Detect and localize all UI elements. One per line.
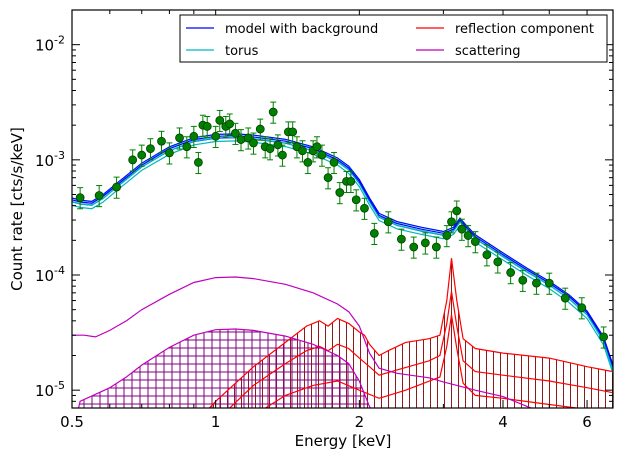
data-point (431, 236, 441, 259)
data-point (189, 125, 199, 148)
data-point (255, 118, 265, 141)
data-point (193, 151, 203, 175)
torus-lower-line (72, 140, 613, 374)
legend: model with background torus reflection com… (179, 14, 608, 63)
data-point (470, 231, 480, 254)
data-point (544, 272, 554, 295)
data-point (457, 218, 467, 241)
model-bands (72, 258, 613, 408)
data-point (249, 132, 258, 155)
data-point (577, 297, 587, 320)
data-point (560, 287, 570, 310)
data-point (146, 138, 155, 161)
plot-frame (71, 9, 614, 409)
legend-box (179, 14, 608, 63)
data-point (273, 134, 283, 157)
data-point (532, 272, 541, 295)
observed-data (75, 101, 609, 349)
data-point (346, 170, 356, 194)
data-point (128, 149, 138, 172)
data-point (452, 200, 462, 223)
data-point (351, 189, 361, 212)
data-point (420, 232, 430, 255)
data-point (288, 121, 298, 144)
data-point (482, 244, 492, 267)
data-point (298, 140, 307, 163)
data-point (243, 127, 253, 150)
legend-label: reflection component (455, 22, 594, 37)
axis-ticks: 0.5 1 2 4 6 10-5 10-4 10-3 10-2 (35, 9, 613, 431)
y-tick-label: 10-2 (35, 34, 65, 55)
data-point (94, 185, 104, 208)
data-point (506, 262, 516, 285)
x-tick-label: 1 (211, 413, 221, 431)
y-tick-label: 10-3 (35, 149, 65, 170)
data-point (303, 151, 313, 175)
y-tick-label: 10-5 (35, 379, 65, 400)
data-point (383, 211, 393, 234)
x-axis-label: Energy [keV] (295, 432, 392, 450)
data-point (599, 326, 609, 349)
data-point (165, 142, 174, 165)
data-point (447, 211, 456, 234)
reflection-mid-line (228, 291, 613, 408)
data-point (175, 127, 184, 150)
legend-entry: reflection component (416, 22, 594, 37)
x-tick-label: 2 (355, 413, 365, 431)
data-point (182, 136, 192, 159)
legend-entry: model with background (186, 22, 378, 37)
data-point (157, 130, 166, 153)
legend-entry: torus (186, 44, 259, 59)
data-point (215, 109, 225, 133)
legend-label: model with background (225, 22, 378, 37)
model-line (72, 135, 613, 367)
scattering-upper-line (72, 276, 533, 408)
data-point (463, 225, 473, 248)
data-point (211, 125, 221, 148)
torus-line (72, 136, 613, 371)
x-tick-label: 6 (582, 413, 592, 431)
data-point (493, 251, 503, 274)
x-tick-label: 4 (498, 413, 508, 431)
data-point (75, 187, 85, 210)
legend-label: scattering (455, 44, 521, 59)
model-curves (72, 133, 613, 408)
x-tick-label: 0.5 (60, 413, 84, 431)
reflection-upper-line (208, 258, 613, 408)
data-point (236, 129, 246, 152)
data-point (369, 222, 379, 245)
data-point (278, 144, 287, 167)
y-axis-label: Count rate [cts/s/keV] (8, 127, 26, 291)
data-point (397, 228, 406, 251)
data-point (265, 138, 275, 161)
data-point (442, 225, 452, 248)
data-point (137, 144, 147, 167)
data-point (268, 101, 278, 124)
data-point (112, 176, 121, 199)
data-point (335, 182, 345, 205)
data-point (329, 151, 339, 175)
data-point (225, 113, 235, 136)
legend-entry: scattering (416, 44, 521, 59)
scattering-lower-line (77, 328, 372, 408)
data-point (360, 197, 369, 220)
scattering-crosshatch (72, 329, 380, 408)
data-point (409, 236, 419, 259)
data-point (323, 167, 333, 190)
y-tick-label: 10-4 (35, 264, 65, 285)
data-point (202, 115, 212, 139)
model-upper-line (72, 133, 613, 365)
data-point (518, 269, 528, 292)
data-point (317, 144, 327, 167)
legend-label: torus (225, 44, 259, 59)
data-point (231, 122, 240, 145)
